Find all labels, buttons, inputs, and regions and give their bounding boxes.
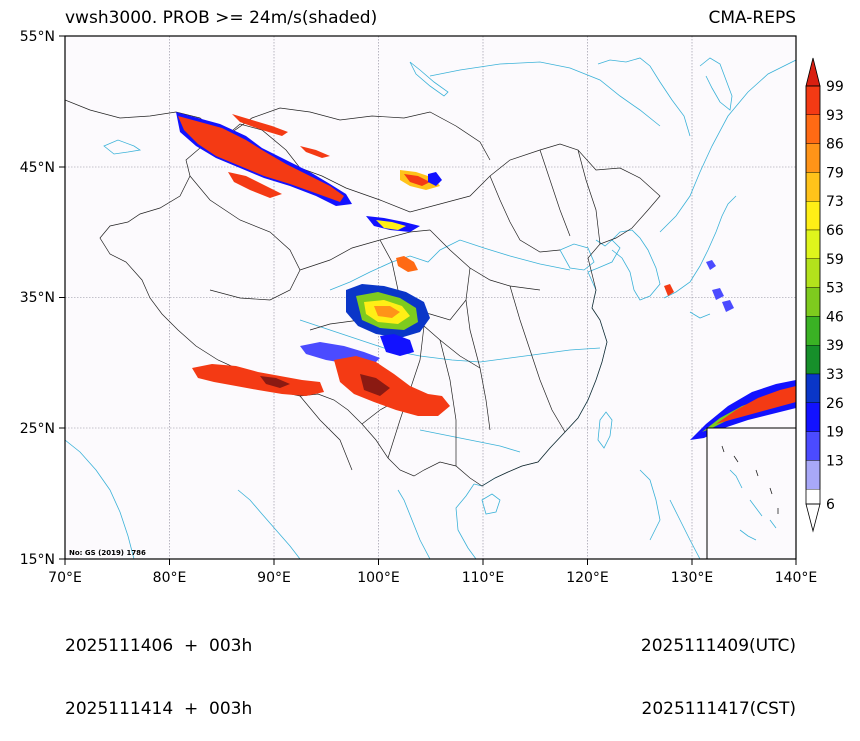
border-mongolia: [223, 107, 491, 161]
axis-ticks: [59, 35, 797, 565]
coastline-indochina: [397, 483, 477, 559]
colorbar-label-73: 73: [826, 194, 844, 210]
colorbar-label-93: 93: [826, 108, 844, 124]
river-yellow: [329, 239, 571, 291]
colorbar-label-99: 99: [826, 79, 844, 95]
shade-tibet-south: [192, 364, 324, 396]
colorbar-label-33: 33: [826, 367, 844, 383]
chart-title: vwsh3000. PROB >= 24m/s(shaded): [65, 8, 378, 28]
shade-ussuri: [428, 172, 442, 186]
shade-japan-sea-dots: [706, 260, 734, 312]
colorbar-label-59: 59: [826, 252, 844, 268]
shade-altai-streaks: [232, 114, 330, 158]
river-yangtze: [299, 319, 601, 363]
lat-label-15: 15°N: [20, 552, 55, 568]
coastline-taiwan: [597, 411, 613, 449]
lon-label-80: 80°E: [153, 570, 187, 586]
lon-label-70: 70°E: [48, 570, 82, 586]
lon-label-140: 140°E: [775, 570, 818, 586]
valid-time-block: 2025111409(UTC) 2025111417(CST): [641, 594, 796, 741]
colorbar-label-66: 66: [826, 223, 844, 239]
coastline-philippines: [639, 469, 701, 559]
colorbar-max-arrow: [805, 57, 821, 87]
colorbar-bin-73: [805, 200, 821, 231]
coastline-japan: [663, 195, 737, 319]
shade-yunnan-blue: [380, 334, 414, 356]
colorbar-bin-46: [805, 316, 821, 346]
colorbar-bin-53: [805, 287, 821, 317]
coastline-okhotsk: [597, 57, 691, 137]
valid-time-cst: 2025111417(CST): [641, 699, 796, 719]
lon-label-90: 90°E: [257, 570, 291, 586]
river-pearl: [419, 429, 521, 453]
colorbar-bin-59: [805, 258, 821, 288]
colorbar-label-53: 53: [826, 281, 844, 297]
colorbar-bin-99: [805, 85, 821, 115]
coastline-lake-balkhash: [103, 139, 142, 155]
south-china-sea-inset: [706, 427, 797, 560]
lon-label-110: 110°E: [462, 570, 505, 586]
coastline-sakhalin: [699, 57, 733, 111]
colorbar-bin-86: [805, 143, 821, 173]
border-provinces-5: [489, 149, 601, 253]
shade-mongolia-west-red: [404, 174, 430, 186]
colorbar-frame: [805, 85, 821, 505]
coastline-hainan: [481, 493, 501, 515]
shade-pacific-red: [716, 386, 796, 424]
probability-shading: [176, 112, 796, 440]
colorbar-label-46: 46: [826, 309, 844, 325]
map-figure: 55°N 45°N 35°N 25°N 15°N 70°E 80°E 90°E …: [20, 29, 844, 586]
colorbar-bin-13: [805, 460, 821, 490]
colorbar-label-19: 19: [826, 425, 844, 441]
coastline-russia-far-east: [659, 59, 796, 233]
colorbar-label-86: 86: [826, 137, 844, 153]
coastline-lake-baikal: [409, 61, 449, 97]
shade-tianshan-east: [228, 172, 282, 198]
lat-label-35: 35°N: [20, 290, 55, 306]
colorbar-bin-79: [805, 172, 821, 202]
map-approval-note: No: GS (2019) 1786: [69, 549, 146, 557]
colorbar-label-39: 39: [826, 338, 844, 354]
lon-label-100: 100°E: [357, 570, 400, 586]
coastline-india: [65, 439, 301, 559]
shade-gansu-yellow: [376, 220, 406, 230]
colorbar-bin-93: [805, 114, 821, 144]
colorbar-min-arrow: [805, 503, 821, 533]
shade-sichuan-dark: [360, 374, 390, 396]
colorbar-label-79: 79: [826, 165, 844, 181]
lat-label-55: 55°N: [20, 29, 55, 45]
colorbar-bin-39: [805, 345, 821, 375]
colorbar-label-6: 6: [826, 497, 835, 513]
model-name: CMA-REPS: [708, 8, 796, 28]
lat-label-45: 45°N: [20, 160, 55, 176]
shade-sichuan-yunnan: [334, 356, 450, 416]
border-provinces-1: [189, 175, 301, 301]
shade-korea-small: [664, 284, 674, 296]
colorbar-label-13: 13: [826, 453, 844, 469]
lat-label-25: 25°N: [20, 421, 55, 437]
coastline-bohai: [559, 243, 595, 271]
coastline-korea: [611, 229, 661, 301]
colorbar-bin-26: [805, 402, 821, 432]
border-kazakhstan: [65, 99, 225, 139]
colorbar-bin-66: [805, 229, 821, 259]
shade-qinghai-orange: [374, 306, 400, 318]
init-time-cst: 2025111414 + 003h: [65, 699, 253, 719]
colorbar-label-26: 26: [826, 396, 844, 412]
inset-nine-dash: [721, 445, 779, 514]
colorbar-bin-19: [805, 431, 821, 461]
river-amur: [429, 61, 661, 127]
shade-tibet-dark: [260, 376, 290, 388]
init-time-block: 2025111406 + 003h 2025111414 + 003h: [65, 594, 252, 741]
lon-label-120: 120°E: [566, 570, 609, 586]
inset-coastlines: [729, 469, 777, 541]
shade-xinjiang-north: [178, 116, 344, 202]
lon-label-130: 130°E: [671, 570, 714, 586]
colorbar: 99 93 86 79 73 66 59 53 46 39 33 26 19 1…: [805, 57, 844, 533]
shade-inner-mongolia-small: [396, 256, 418, 272]
colorbar-bin-33: [805, 373, 821, 403]
border-provinces-3: [429, 229, 566, 433]
